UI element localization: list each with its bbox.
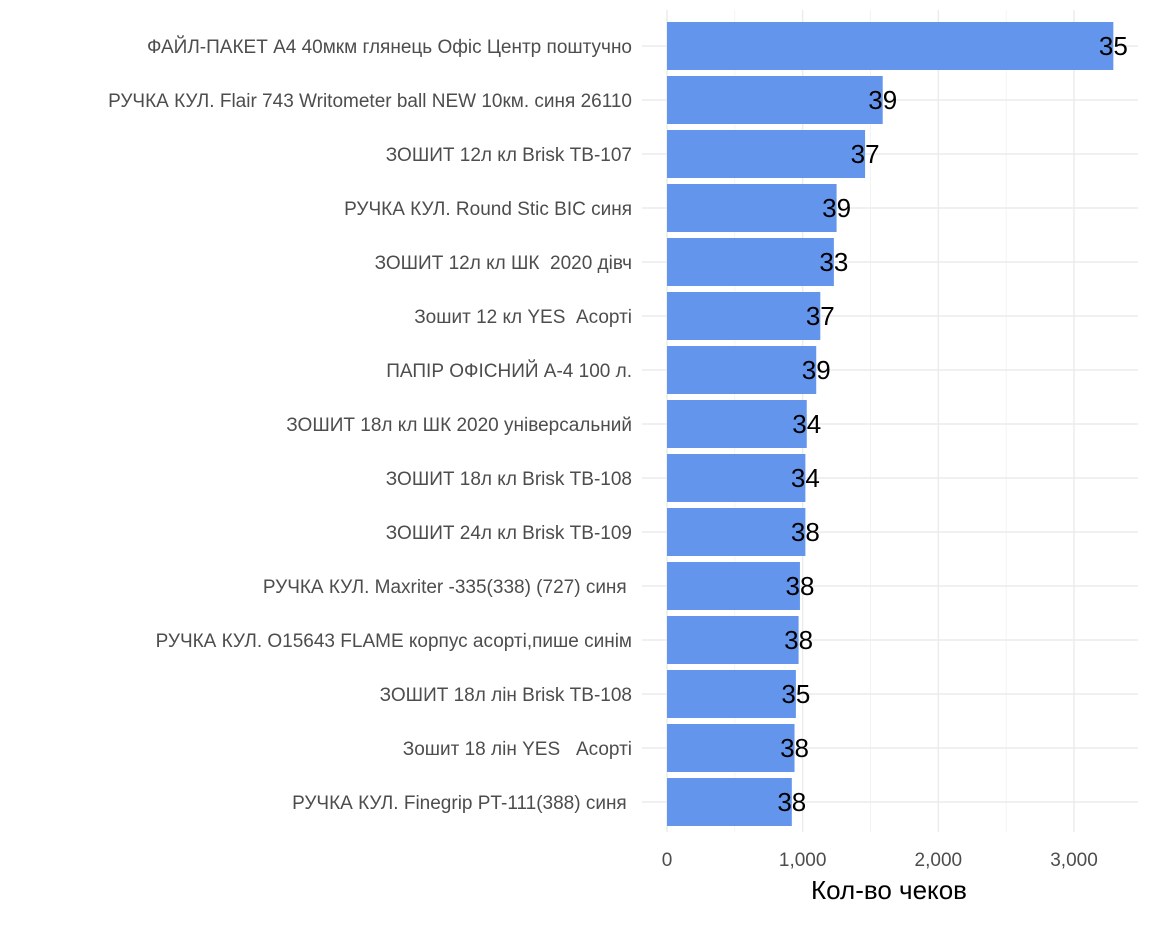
bar-data-label: 33 bbox=[819, 247, 848, 277]
category-label: РУЧКА КУЛ. Flair 743 Writometer ball NEW… bbox=[108, 91, 632, 112]
bar bbox=[667, 616, 799, 664]
bar-data-label: 37 bbox=[851, 139, 880, 169]
bar bbox=[667, 292, 821, 340]
category-label: ЗОШИТ 24л кл Brisk ТВ-109 bbox=[386, 523, 632, 544]
category-label: РУЧКА КУЛ. O15643 FLAME корпус асорті,пи… bbox=[156, 631, 632, 652]
category-label: ЗОШИТ 18л кл Brisk ТВ-108 bbox=[386, 469, 632, 490]
category-label: ПАПІР ОФІСНИЙ А-4 100 л. bbox=[386, 360, 632, 382]
bar bbox=[667, 346, 817, 394]
category-label: Зошит 12 кл YES Асорті bbox=[414, 307, 632, 328]
category-label: ЗОШИТ 12л кл ШК 2020 дівч bbox=[375, 253, 632, 274]
bar bbox=[667, 22, 1114, 70]
x-tick-label: 3,000 bbox=[1050, 850, 1098, 871]
category-label: РУЧКА КУЛ. Maxriter -335(338) (727) синя bbox=[263, 577, 632, 598]
bar-data-label: 39 bbox=[868, 85, 897, 115]
category-label: Зошит 18 лін YES Асорті bbox=[403, 739, 632, 760]
bar bbox=[667, 184, 837, 232]
bar-data-label: 37 bbox=[806, 301, 835, 331]
bar bbox=[667, 130, 866, 178]
bar bbox=[667, 778, 792, 826]
bar-data-label: 39 bbox=[802, 355, 831, 385]
bar bbox=[667, 724, 795, 772]
bar bbox=[667, 238, 834, 286]
bar-data-label: 35 bbox=[1099, 31, 1128, 61]
bar-data-label: 38 bbox=[785, 571, 814, 601]
bar-data-label: 38 bbox=[777, 787, 806, 817]
bar-data-label: 35 bbox=[781, 679, 810, 709]
x-tick-label: 1,000 bbox=[779, 850, 827, 871]
x-tick-label: 2,000 bbox=[915, 850, 963, 871]
bar bbox=[667, 670, 796, 718]
bar bbox=[667, 76, 883, 124]
category-label: ЗОШИТ 18л кл ШК 2020 універсальний bbox=[286, 415, 632, 436]
bar-data-label: 38 bbox=[784, 625, 813, 655]
bar bbox=[667, 562, 800, 610]
x-tick-labels: 0 1,000 2,000 3,000 bbox=[662, 850, 1098, 871]
x-tick-label: 0 bbox=[662, 850, 673, 871]
bars bbox=[667, 22, 1114, 826]
bar-data-label: 38 bbox=[791, 517, 820, 547]
category-label: ЗОШИТ 12л кл Brisk ТВ-107 bbox=[386, 145, 632, 166]
bar-data-label: 39 bbox=[822, 193, 851, 223]
x-axis-title: Кол-во чеков bbox=[811, 875, 967, 905]
category-labels: ФАЙЛ-ПАКЕТ А4 40мкм глянець Офіс Центр п… bbox=[108, 36, 632, 814]
bar-data-label: 34 bbox=[792, 409, 821, 439]
bar bbox=[667, 454, 806, 502]
category-label: РУЧКА КУЛ. Round Stic BIC синя bbox=[344, 199, 632, 220]
category-label: ФАЙЛ-ПАКЕТ А4 40мкм глянець Офіс Центр п… bbox=[147, 36, 632, 58]
bar bbox=[667, 508, 806, 556]
bar-data-label: 38 bbox=[780, 733, 809, 763]
bar bbox=[667, 400, 807, 448]
category-label: РУЧКА КУЛ. Finegrip PT-111(388) синя bbox=[292, 793, 632, 814]
category-label: ЗОШИТ 18л лін Brisk ТВ-108 bbox=[380, 685, 632, 706]
bar-data-label: 34 bbox=[791, 463, 820, 493]
